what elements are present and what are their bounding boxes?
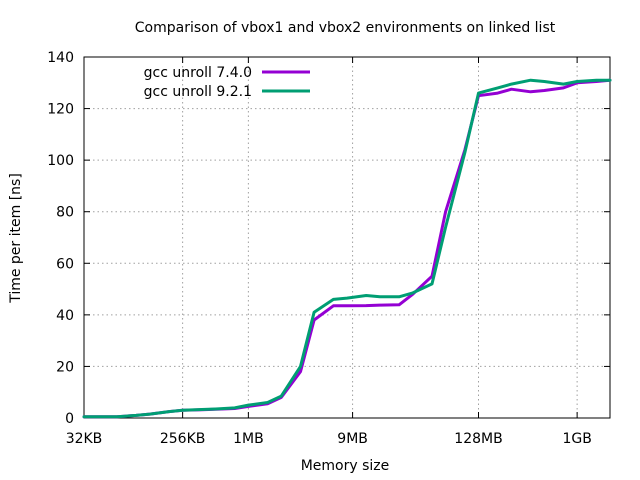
x-tick-label: 128MB xyxy=(454,431,502,447)
x-tick-label: 32KB xyxy=(66,431,103,447)
y-tick-label: 40 xyxy=(56,308,74,324)
x-axis-label: Memory size xyxy=(301,458,390,474)
series-line-1 xyxy=(82,78,612,419)
y-tick-label: 80 xyxy=(56,205,74,221)
x-tick-label: 1GB xyxy=(562,431,591,447)
chart-title: Comparison of vbox1 and vbox2 environmen… xyxy=(135,20,556,36)
y-tick-label: 20 xyxy=(56,359,74,375)
legend: gcc unroll 7.4.0 gcc unroll 9.2.1 xyxy=(144,65,310,100)
series-line-2 xyxy=(82,78,612,419)
y-tick-label: 100 xyxy=(47,153,74,169)
y-tick-label: 140 xyxy=(47,50,74,66)
y-tick-label: 60 xyxy=(56,256,74,272)
x-tick-label: 256KB xyxy=(160,431,206,447)
y-axis-label: Time per item [ns] xyxy=(8,173,24,304)
y-tick-label: 120 xyxy=(47,102,74,118)
x-tick-label: 9MB xyxy=(337,431,368,447)
x-tick-label: 1MB xyxy=(233,431,264,447)
series-group xyxy=(82,78,612,419)
x-axis: 32KB 256KB 1MB 9MB 128MB 1GB xyxy=(66,57,592,447)
grid xyxy=(84,57,610,418)
y-axis: 0 20 40 60 80 100 120 140 xyxy=(47,50,610,427)
legend-label-2: gcc unroll 9.2.1 xyxy=(144,84,252,100)
plot-frame xyxy=(83,56,611,419)
y-tick-label: 0 xyxy=(65,411,74,427)
legend-label-1: gcc unroll 7.4.0 xyxy=(144,65,252,81)
